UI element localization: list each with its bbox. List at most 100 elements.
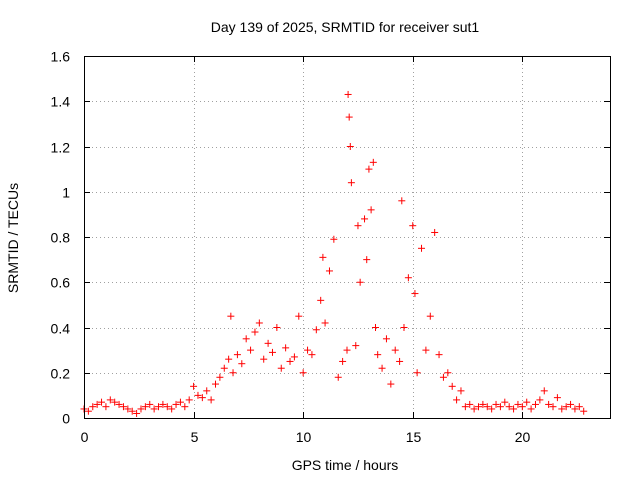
data-point [212,380,219,388]
data-point [365,165,373,173]
y-tick-label: 1 [62,185,70,201]
data-point [387,380,395,388]
data-point [422,346,430,354]
data-point [426,312,434,320]
y-tick-label: 0.8 [51,230,71,246]
data-point [238,360,246,368]
data-point [575,403,583,411]
axis-ticks: 0 0.2 0.4 0.6 0.8 1 1.2 1.4 1.6 0 5 10 15 20 [51,49,610,445]
data-point [268,348,276,356]
data-point [367,206,375,214]
data-point [198,394,206,402]
data-point [527,405,535,413]
y-tick-label: 0.2 [51,366,71,382]
data-point [540,387,548,395]
x-tick-label: 0 [81,429,89,445]
data-point [317,296,325,304]
y-tick-label: 0 [62,411,70,427]
data-point [155,403,163,411]
data-point [220,364,228,372]
data-point [400,324,408,331]
data-point [571,405,579,413]
data-point [325,267,333,275]
data-point [418,244,426,252]
data-point [227,312,235,320]
data-point [264,339,272,347]
data-point [558,405,566,413]
data-point [343,346,351,354]
data-point [567,400,575,408]
data-point [273,324,281,331]
data-point [549,403,557,411]
data-point [411,290,419,298]
data-point [181,403,189,411]
data-point [172,400,180,408]
data-point [510,405,518,413]
data-point [150,405,158,413]
plot-frame [84,56,611,419]
data-point [457,387,465,395]
data-point [501,398,509,406]
data-point [89,403,97,411]
data-point [163,403,171,411]
data-point [470,405,478,413]
data-point [562,403,570,411]
x-tick-label: 15 [406,429,422,445]
data-point [531,400,539,408]
data-point [176,398,184,406]
data-point [321,319,329,327]
chart-title: Day 139 of 2025, SRMTID for receiver sut… [211,19,480,35]
data-point [260,355,268,363]
data-point [354,222,362,230]
data-point [553,394,561,402]
data-point [505,403,513,411]
data-point [242,335,250,343]
data-point [344,90,352,98]
data-point [141,403,149,411]
x-tick-label: 5 [191,429,199,445]
data-point [435,351,443,359]
data-point [371,324,379,331]
x-axis-label: GPS time / hours [292,457,399,473]
data-point [229,369,237,377]
data-point [580,407,588,415]
data-point [475,403,482,411]
data-point [346,143,354,150]
grid [84,56,610,418]
data-point [194,391,202,399]
data-point [398,197,406,205]
data-point [496,403,504,411]
data-point [233,351,241,359]
data-point [119,403,127,411]
data-point [409,222,417,230]
data-point [391,346,399,354]
data-point [137,405,145,413]
data-point [369,158,377,166]
data-point [282,344,290,352]
data-point [128,407,136,415]
data-point [492,400,500,408]
data-point [330,235,338,243]
data-point [277,364,285,372]
data-point [255,319,263,327]
data-point [93,400,101,408]
data-point [319,253,327,261]
y-tick-label: 1.4 [51,94,71,110]
data-point [439,373,447,381]
y-axis-label: SRMTID / TECUs [5,183,21,293]
data-point [413,369,421,377]
data-point [404,274,412,282]
data-point [295,312,303,320]
data-point [225,355,233,363]
data-point [444,369,452,377]
data-point [146,400,154,408]
data-point [536,396,544,404]
data-point [461,403,469,411]
data-point [124,405,132,413]
data-point [361,215,369,223]
data-point [345,113,353,121]
y-tick-label: 0.4 [51,321,71,337]
data-point [290,353,298,361]
data-point [466,400,474,408]
